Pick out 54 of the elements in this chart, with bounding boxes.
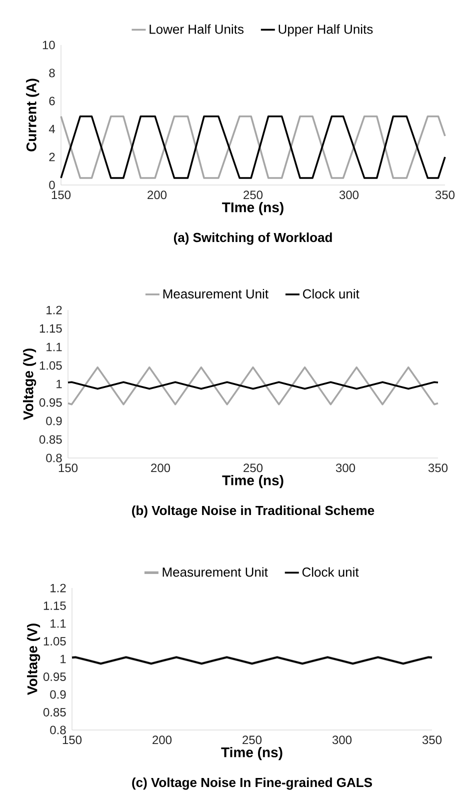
- y-tick-label: 10: [42, 40, 55, 50]
- y-tick-label: 8: [49, 68, 55, 78]
- x-axis-title: TIme (ns): [222, 202, 284, 216]
- y-axis-title: Current (A): [26, 78, 40, 152]
- legend-label: Measurement Unit: [162, 567, 268, 577]
- y-tick-label: 1.2: [46, 306, 62, 314]
- y-tick-label: 1.15: [40, 324, 62, 333]
- text: (c) Voltage Noise In Fine-grained GALS: [132, 778, 372, 790]
- x-tick-label: 200: [151, 464, 170, 472]
- x-tick-label: 250: [244, 190, 263, 200]
- legend-label: Upper Half Units: [278, 24, 373, 36]
- y-tick-label: 2: [49, 152, 55, 162]
- y-tick-label: 0.9: [50, 690, 66, 699]
- x-tick-label: 350: [422, 736, 442, 744]
- x-tick-label: 300: [336, 464, 356, 472]
- y-axis-title: Voltage (V): [22, 348, 36, 420]
- y-axis-title: Voltage (V): [26, 624, 40, 695]
- x-tick-label: 250: [242, 736, 262, 744]
- legend-label: Clock unit: [302, 567, 359, 577]
- y-tick-label: 0.9: [46, 416, 62, 426]
- x-tick-label: 200: [148, 190, 167, 200]
- y-tick-label: 1.1: [46, 342, 62, 352]
- text: (b) Voltage Noise in Traditional Scheme: [132, 506, 374, 518]
- y-tick-label: 1: [56, 380, 62, 388]
- legend-label: Measurement Unit: [163, 288, 268, 299]
- y-tick-label: 0.8: [50, 726, 66, 734]
- y-tick-label: 0.85: [43, 708, 66, 716]
- y-tick-label: 1.2: [50, 584, 66, 592]
- y-tick-label: 0.8: [46, 454, 62, 462]
- y-tick-label: 0: [49, 180, 55, 190]
- x-tick-label: 350: [428, 464, 448, 472]
- x-tick-label: 250: [244, 464, 263, 472]
- x-tick-label: 150: [58, 464, 78, 472]
- x-tick-label: 300: [332, 736, 352, 744]
- x-tick-label: 150: [62, 736, 82, 744]
- legend-label: Lower Half Units: [150, 24, 244, 34]
- y-tick-label: 0.95: [39, 398, 62, 407]
- x-tick-label: 300: [339, 190, 359, 200]
- x-tick-label: 350: [435, 190, 455, 200]
- x-tick-label: 200: [152, 736, 172, 744]
- y-tick-label: 1: [60, 654, 66, 664]
- x-tick-label: 150: [52, 190, 71, 200]
- y-tick-label: 1.1: [50, 619, 66, 628]
- y-tick-label: 6: [49, 96, 55, 106]
- x-axis-title: Time (ns): [222, 475, 284, 488]
- y-tick-label: 1.05: [44, 637, 66, 646]
- x-axis-title: Time (ns): [221, 747, 282, 760]
- y-tick-label: 1.15: [44, 602, 66, 610]
- legend-label: Clock unit: [303, 288, 360, 299]
- y-tick-label: 1.05: [40, 361, 62, 370]
- y-tick-label: 0.95: [43, 672, 66, 681]
- y-tick-label: 0.85: [39, 435, 62, 444]
- y-tick-label: 4: [48, 124, 55, 134]
- text: (a) Switching of Workload: [174, 232, 332, 245]
